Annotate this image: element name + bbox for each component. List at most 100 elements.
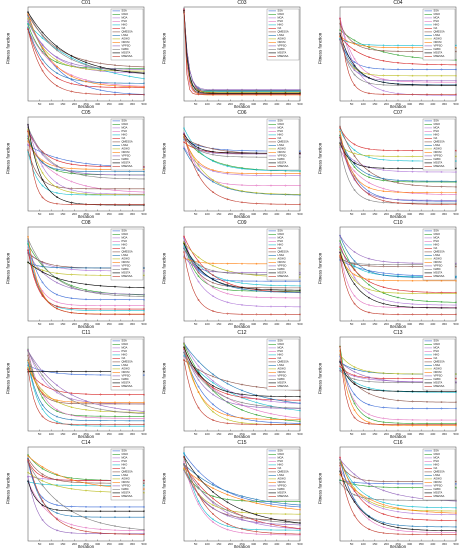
legend-label: MSESSA (278, 494, 289, 498)
series-marker (426, 303, 428, 306)
series-marker (397, 44, 399, 47)
series-marker (85, 482, 87, 484)
legend-label: MOA (278, 126, 284, 130)
series-marker (382, 313, 385, 315)
series-marker (226, 382, 229, 385)
x-tick-label: 200 (384, 542, 389, 546)
series-marker (299, 89, 301, 92)
series-marker (226, 269, 229, 272)
series-line (27, 13, 145, 88)
series-marker (397, 202, 399, 204)
series-marker (397, 54, 399, 56)
chart-panel: C04 Fitness function Iteration 50 100 150 200 2… (314, 0, 469, 110)
series-marker (56, 186, 58, 189)
series-marker (339, 16, 341, 19)
series-marker (114, 72, 116, 75)
series-marker (56, 415, 58, 418)
series-marker (339, 361, 341, 363)
series-marker (382, 501, 385, 504)
x-tick-label: 500 (453, 322, 458, 326)
legend-label: SSA (434, 339, 439, 343)
series-marker (411, 530, 414, 533)
series-marker (114, 532, 116, 535)
series-marker (197, 149, 200, 151)
series-marker (353, 279, 356, 282)
series-marker (382, 286, 385, 289)
series-marker (382, 265, 385, 268)
legend-label: AGWO (434, 367, 442, 371)
series-marker (212, 403, 214, 406)
series-line (183, 248, 301, 293)
legend-label: SSA (278, 119, 283, 123)
series-marker (440, 79, 443, 82)
series-marker (270, 290, 272, 293)
series-marker (299, 420, 301, 423)
series-marker (41, 415, 44, 418)
series-marker (455, 180, 457, 183)
legend-box (110, 228, 144, 281)
series-marker (368, 497, 370, 500)
series-marker (56, 159, 58, 162)
series-marker (353, 416, 356, 419)
series-marker (70, 180, 73, 183)
legend-label: GWO (122, 232, 128, 236)
series-marker (197, 256, 200, 259)
x-tick-label: 450 (130, 432, 135, 436)
panel-title: C12 (237, 330, 247, 336)
x-tick-label: 500 (141, 542, 146, 546)
series-line (27, 126, 145, 176)
series-marker (397, 182, 399, 184)
series-marker (455, 506, 457, 509)
series-marker (183, 346, 185, 349)
series-marker (368, 296, 370, 299)
series-marker (397, 289, 399, 291)
x-tick-label: 250 (83, 432, 88, 436)
series-marker (197, 90, 200, 93)
panel-plot: 50 100 150 200 250 300 350 400 450 500SSAGWOMOAPS… (27, 116, 147, 216)
series-marker (114, 393, 116, 396)
series-marker (299, 291, 301, 294)
x-tick-label: 250 (395, 432, 400, 436)
series-marker (56, 61, 58, 64)
series-marker (382, 263, 385, 266)
series-marker (226, 412, 229, 415)
legend-label: HHO (434, 463, 440, 467)
series-marker (426, 423, 428, 426)
series-marker (299, 506, 301, 508)
series-marker (382, 155, 385, 158)
legend-label: VPPSO (434, 44, 443, 48)
series-marker (128, 313, 131, 316)
legend-box (266, 228, 300, 281)
series-line (27, 462, 145, 530)
series-marker (212, 179, 214, 181)
series-marker (284, 504, 287, 507)
series-marker (183, 342, 185, 345)
series-marker (226, 390, 229, 393)
x-tick-label: 400 (118, 432, 123, 436)
series-marker (270, 533, 272, 536)
series-marker (241, 272, 243, 275)
series-line (27, 367, 145, 413)
series-marker (56, 499, 58, 502)
x-tick-label: 350 (107, 432, 112, 436)
legend-label: ORCM (278, 150, 286, 154)
legend-label: LSSA (434, 143, 441, 147)
series-line (339, 457, 457, 533)
series-line (27, 14, 145, 68)
series-marker (426, 533, 428, 536)
legend-label: OA (278, 246, 282, 250)
series-marker (41, 294, 44, 297)
series-marker (284, 286, 287, 289)
series-marker (255, 521, 258, 524)
series-line (27, 131, 144, 205)
series-marker (41, 184, 44, 187)
series-marker (284, 296, 287, 299)
series-marker (368, 154, 370, 157)
series-marker (114, 419, 116, 422)
series-line (339, 145, 456, 173)
legend-label: VPPSO (278, 374, 287, 378)
series-marker (143, 529, 145, 532)
series-marker (41, 37, 44, 39)
x-tick-label: 50 (350, 542, 354, 546)
series-marker (143, 93, 145, 96)
